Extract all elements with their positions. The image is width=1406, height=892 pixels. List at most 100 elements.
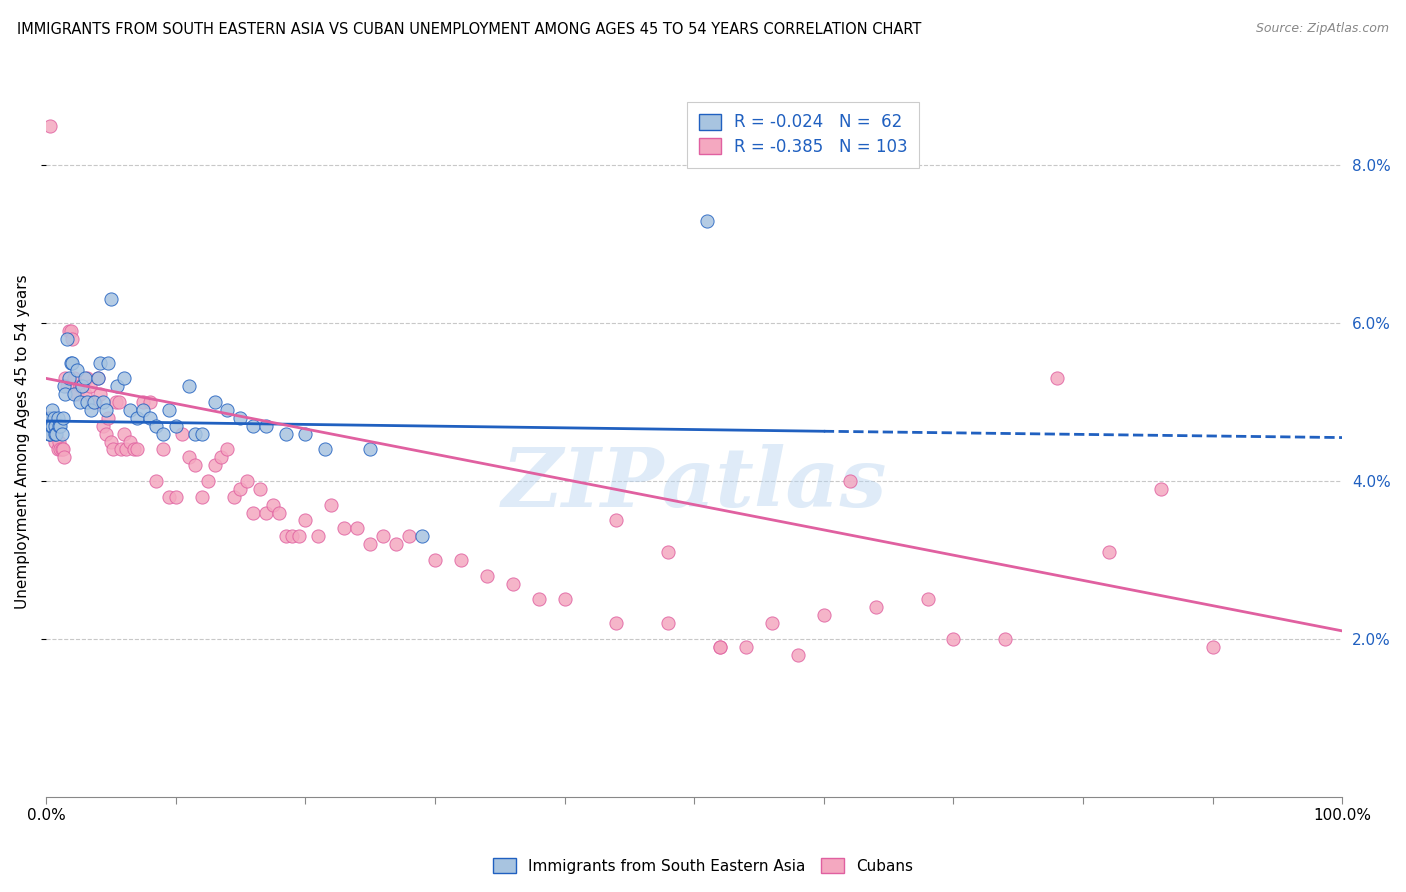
Point [450,553,472,567]
Point [274,529,297,543]
Point [48,418,70,433]
Point [38,426,60,441]
Point [97,410,120,425]
Point [761,615,783,630]
Point [55,371,77,385]
Point [527,592,550,607]
Point [475,568,498,582]
Point [145,418,167,433]
Point [696,213,718,227]
Point [55,332,77,346]
Point [37,418,59,433]
Point [38,410,60,425]
Point [41,403,63,417]
Point [145,474,167,488]
Point [63,371,86,385]
Point [132,403,155,417]
Point [63,387,86,401]
Point [242,506,264,520]
Point [385,537,408,551]
Point [122,442,145,457]
Point [359,442,381,457]
Point [281,529,304,543]
Point [73,371,96,385]
Point [45,418,67,433]
Point [294,513,316,527]
Point [104,395,127,409]
Point [222,490,245,504]
Point [735,640,758,654]
Point [69,395,91,409]
Point [87,371,110,385]
Point [242,418,264,433]
Point [157,403,180,417]
Point [91,395,114,409]
Point [110,442,132,457]
Point [120,434,142,449]
Point [66,387,89,401]
Point [942,632,965,646]
Point [657,615,679,630]
Point [165,490,187,504]
Point [69,379,91,393]
Point [1098,545,1121,559]
Point [249,482,271,496]
Point [209,450,232,465]
Point [72,379,94,393]
Point [38,119,60,133]
Point [76,395,98,409]
Point [112,371,135,385]
Legend: Immigrants from South Eastern Asia, Cubans: Immigrants from South Eastern Asia, Cuba… [486,852,920,880]
Point [46,410,69,425]
Point [321,498,343,512]
Point [53,379,76,393]
Point [1202,640,1225,654]
Point [100,293,122,307]
Point [115,442,138,457]
Point [398,529,420,543]
Point [152,442,174,457]
Point [423,553,446,567]
Point [105,379,128,393]
Point [59,324,82,338]
Point [39,418,62,433]
Point [190,426,212,441]
Point [709,640,731,654]
Point [82,395,104,409]
Point [120,403,142,417]
Point [60,355,83,369]
Point [52,410,75,425]
Point [103,442,125,457]
Point [94,426,117,441]
Point [76,371,98,385]
Point [89,387,111,401]
Point [229,410,252,425]
Point [60,332,83,346]
Point [87,371,110,385]
Point [605,615,627,630]
Point [994,632,1017,646]
Point [177,450,200,465]
Point [42,410,65,425]
Point [132,395,155,409]
Point [269,506,291,520]
Point [172,426,194,441]
Point [502,576,524,591]
Point [107,395,129,409]
Point [138,395,160,409]
Point [46,442,69,457]
Point [80,403,103,417]
Point [371,529,394,543]
Point [165,418,187,433]
Point [41,418,63,433]
Point [73,387,96,401]
Point [59,355,82,369]
Point [125,442,148,457]
Point [91,418,114,433]
Point [262,498,284,512]
Point [865,600,887,615]
Point [333,521,356,535]
Point [53,450,76,465]
Point [184,426,207,441]
Point [44,418,66,433]
